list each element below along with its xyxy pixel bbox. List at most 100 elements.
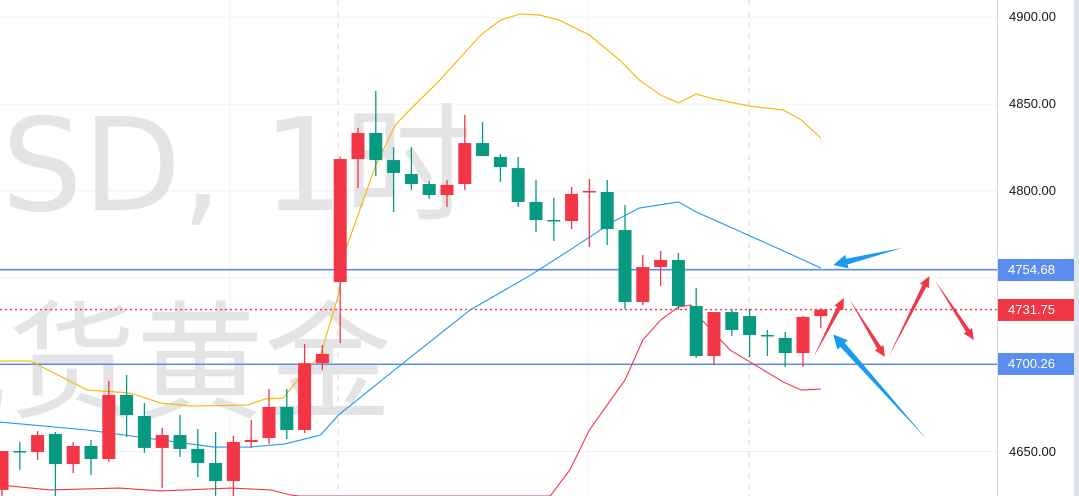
candle-body [404,173,418,185]
upper-band-line [0,13,822,407]
candle-body [654,259,668,268]
candle [404,147,418,190]
candle [618,205,632,309]
candle-body [333,159,347,283]
candle [636,254,650,305]
scrollbar[interactable] [1074,0,1079,496]
candle-body [369,132,383,161]
price-tick: 4650.00 [1009,443,1056,459]
red-arrow-icon [888,276,930,358]
candle [173,415,187,457]
candle-body [493,156,507,168]
candle-body [102,394,116,460]
candle [209,431,223,496]
blue-arrow-icon [833,247,903,269]
price-axis[interactable]: 4900.00 4850.00 4800.00 4650.00 4754.68 … [997,0,1074,496]
candle-body [743,316,757,335]
middle-band-line [0,201,822,448]
candle [298,343,312,433]
candle-body [476,143,490,157]
candle [280,389,294,440]
candle-body [725,312,739,330]
candle-body [422,184,436,195]
price-chart[interactable]: XAUUSD, 1时 现货黄金 [0,0,997,496]
candle-body [280,406,294,431]
candle [458,114,472,190]
candle-body [458,143,472,185]
candle-body [351,132,365,160]
candle-body [13,451,27,453]
candle-body [636,267,650,302]
candle-body [226,441,240,482]
candle [743,308,757,358]
candle-body [547,220,561,222]
watermark-symbol: XAUUSD, 1时 [0,92,472,241]
candle [102,381,116,462]
candle-body [778,337,792,354]
candle-body [689,305,703,357]
candle-body [618,230,632,302]
candle-body [0,451,9,490]
candle-body [209,463,223,482]
candle-body [31,435,45,453]
candle [369,90,383,177]
candle-body [244,439,258,442]
candle [511,156,525,207]
resistance-level-badge: 4754.68 [998,258,1074,281]
drawing-arrows [813,247,974,441]
price-tick: 4800.00 [1009,183,1056,198]
candle-body [137,415,151,448]
candle-body [440,184,454,195]
support-level-badge: 4700.26 [998,353,1074,376]
candle [725,308,739,337]
candle [351,127,365,189]
candle [547,197,561,242]
watermark: XAUUSD, 1时 现货黄金 [0,92,472,439]
candle [13,441,27,470]
candle-body [120,394,134,416]
candle [814,308,828,329]
candle-body [582,191,596,193]
candle-body [796,316,810,354]
candle [387,147,401,213]
candle [155,427,169,489]
candle-body [529,201,543,221]
candle [0,451,9,496]
candle [137,402,151,453]
candle [191,428,205,478]
candle-body [600,192,614,230]
candle-body [315,353,329,364]
candle [262,389,276,444]
candle [440,180,454,207]
candle-body [191,448,205,464]
red-arrow-icon [849,299,885,358]
candle [760,329,774,357]
candle [654,250,668,287]
last-price-badge: 4731.75 [998,298,1074,321]
candle-body [155,435,169,448]
candle-body [387,160,401,173]
price-tick: 4850.00 [1009,96,1056,112]
candle-body [565,193,579,222]
candle [422,180,436,199]
candle-body [48,434,62,465]
candle [48,431,62,496]
candle [529,180,543,232]
candle [333,156,347,343]
candle [582,179,596,247]
candle-body [262,406,276,439]
candle [66,441,80,474]
candle [244,419,258,448]
candle [226,435,240,496]
price-tick: 4900.00 [1009,9,1056,25]
candle-body [671,259,685,306]
red-arrow-icon [813,297,844,358]
candle-body [173,435,187,449]
candle [493,154,507,182]
blue-arrow-icon [833,334,928,441]
candle [120,374,134,437]
candle-body [760,334,774,337]
candle-body [298,363,312,431]
candle [600,180,614,246]
candle [689,287,703,358]
